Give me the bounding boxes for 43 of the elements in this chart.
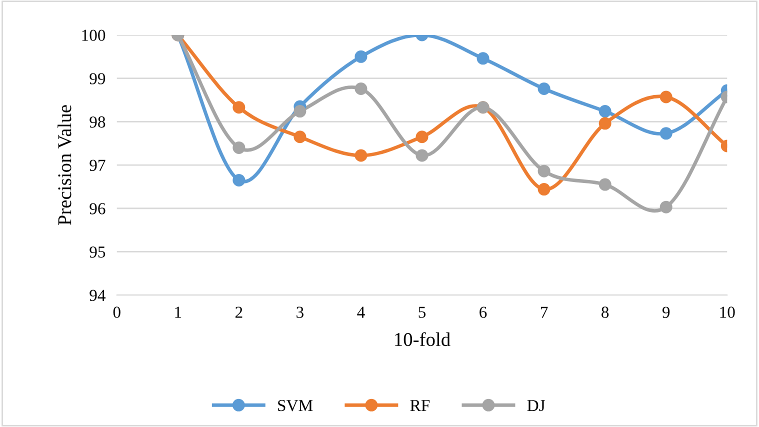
x-tick-label: 5: [418, 306, 426, 318]
x-axis-title: 10-fold: [395, 332, 450, 346]
point: [354, 82, 368, 96]
x-tick-label: 3: [296, 306, 304, 318]
y-tick-label: 96: [90, 203, 106, 214]
x-tick-label: 6: [480, 306, 487, 318]
point: [538, 164, 550, 178]
point: [538, 183, 550, 196]
y-tick-label: 98: [90, 116, 106, 128]
x-tick-label: 10: [720, 306, 735, 318]
point: [354, 149, 368, 162]
y-tick-label: 99: [90, 73, 106, 84]
point: [660, 90, 672, 104]
point: [660, 200, 672, 214]
y-tick-label: 95: [90, 246, 106, 258]
point: [354, 50, 368, 63]
point: [232, 141, 246, 154]
point: [232, 174, 246, 186]
y-axis-title: Precision Value: [58, 105, 72, 226]
x-tick-label: 0: [113, 306, 120, 318]
point: [660, 127, 672, 140]
legend-label: RF: [410, 400, 430, 411]
y-tick-label: 94: [90, 290, 106, 302]
legend-label: SVM: [278, 400, 313, 412]
point: [416, 130, 428, 144]
y-tick-label: 100: [82, 30, 106, 41]
point: [538, 82, 550, 96]
x-tick-label: 2: [236, 306, 242, 318]
x-tick-label: 1: [175, 306, 182, 318]
x-tick-label: 4: [357, 306, 365, 318]
point: [598, 105, 612, 118]
point: [598, 178, 612, 191]
x-tick-label: 9: [662, 306, 670, 318]
point: [416, 149, 428, 162]
y-tick-label: 97: [90, 160, 106, 171]
legend-label: DJ: [527, 400, 545, 412]
x-tick-label: 7: [540, 306, 548, 318]
point: [232, 101, 246, 114]
point: [294, 130, 306, 144]
point: [598, 117, 612, 130]
x-tick-label: 8: [602, 306, 609, 318]
point: [476, 52, 490, 65]
point: [294, 105, 306, 118]
